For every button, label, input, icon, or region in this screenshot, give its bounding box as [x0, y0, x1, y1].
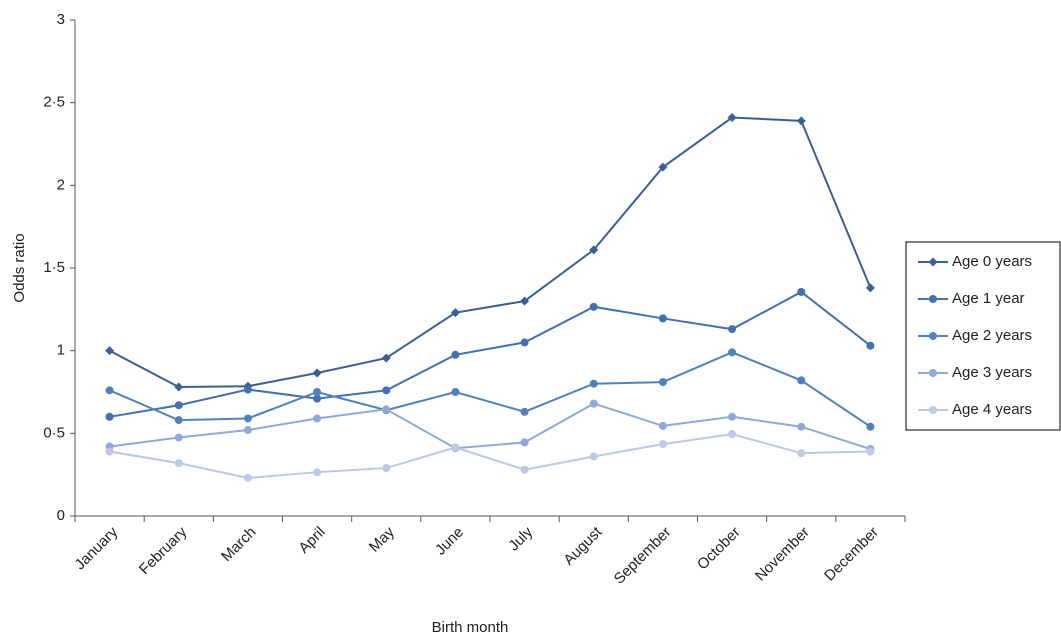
- legend-marker: [929, 295, 937, 303]
- x-tick-label: March: [218, 524, 259, 565]
- data-point: [382, 464, 391, 473]
- data-point: [866, 422, 875, 431]
- y-tick-label: 2·5: [43, 94, 65, 111]
- data-point: [728, 325, 737, 334]
- data-point: [382, 405, 391, 414]
- x-tick-label: July: [505, 523, 536, 554]
- data-point: [382, 386, 391, 395]
- data-point: [105, 412, 114, 421]
- data-point: [589, 399, 598, 408]
- data-point: [243, 414, 252, 423]
- x-tick-label: April: [295, 524, 328, 557]
- data-point: [313, 394, 322, 403]
- data-point: [243, 473, 252, 482]
- data-point: [797, 422, 806, 431]
- data-point: [658, 314, 667, 323]
- data-point: [520, 407, 529, 416]
- data-point: [520, 338, 529, 347]
- data-point: [451, 388, 460, 396]
- data-point: [520, 438, 529, 447]
- data-point: [797, 376, 806, 385]
- data-point: [658, 440, 667, 449]
- data-point: [243, 385, 252, 394]
- data-point: [658, 378, 667, 387]
- legend-marker: [929, 332, 937, 340]
- data-point: [451, 443, 460, 452]
- data-point: [865, 283, 875, 293]
- y-tick-label: 2: [57, 176, 65, 193]
- legend-label: Age 2 years: [952, 327, 1032, 344]
- legend-label: Age 4 years: [952, 401, 1032, 418]
- x-tick-label: June: [432, 524, 467, 559]
- legend-label: Age 3 years: [952, 364, 1032, 381]
- legend-label: Age 0 years: [952, 253, 1032, 270]
- data-point: [105, 386, 114, 395]
- data-point: [866, 447, 875, 456]
- series-line: [109, 290, 872, 418]
- data-point: [105, 447, 114, 456]
- x-tick-label: September: [611, 524, 675, 588]
- data-point: [797, 287, 806, 296]
- data-point: [658, 421, 667, 430]
- data-point: [520, 465, 529, 474]
- series-line: [109, 116, 872, 389]
- data-point: [313, 388, 322, 396]
- y-tick-label: 1: [57, 342, 65, 359]
- x-tick-label: February: [136, 523, 191, 578]
- legend-marker: [928, 257, 938, 267]
- y-axis-label: Odds ratio: [11, 233, 28, 302]
- data-point: [866, 341, 875, 350]
- data-point: [381, 353, 391, 363]
- y-tick-label: 1·5: [43, 259, 65, 276]
- series-line: [109, 402, 871, 450]
- data-point: [450, 308, 460, 318]
- x-tick-label: January: [71, 523, 121, 573]
- data-point: [243, 426, 252, 435]
- data-point: [589, 452, 598, 461]
- data-point: [174, 416, 183, 425]
- y-tick-label: 3: [57, 11, 65, 28]
- data-point: [589, 379, 598, 388]
- x-tick-label: November: [752, 524, 813, 585]
- data-point: [589, 302, 598, 311]
- data-point: [174, 433, 183, 442]
- data-point: [658, 162, 668, 172]
- data-point: [727, 113, 737, 123]
- x-tick-label: August: [560, 523, 606, 569]
- data-point: [105, 346, 115, 356]
- series-line: [109, 433, 871, 479]
- legend-label: Age 1 year: [952, 290, 1025, 307]
- x-axis-label: Birth month: [432, 619, 509, 636]
- data-point: [451, 350, 460, 359]
- data-point: [728, 412, 737, 421]
- data-point: [174, 401, 183, 410]
- data-point: [174, 382, 184, 392]
- series-line: [109, 351, 871, 428]
- x-tick-label: October: [694, 524, 744, 574]
- data-point: [797, 449, 806, 458]
- data-point: [313, 414, 322, 423]
- data-point: [174, 459, 183, 468]
- data-point: [312, 368, 322, 378]
- legend-marker: [929, 369, 937, 377]
- x-tick-label: December: [821, 524, 882, 585]
- data-point: [728, 348, 737, 357]
- data-point: [589, 245, 599, 255]
- data-point: [520, 296, 530, 306]
- data-point: [728, 430, 737, 439]
- legend-marker: [929, 406, 937, 414]
- data-point: [313, 468, 322, 477]
- y-tick-label: 0·5: [43, 424, 65, 441]
- data-point: [796, 116, 806, 126]
- y-tick-label: 0: [57, 507, 65, 524]
- x-tick-label: May: [366, 523, 398, 555]
